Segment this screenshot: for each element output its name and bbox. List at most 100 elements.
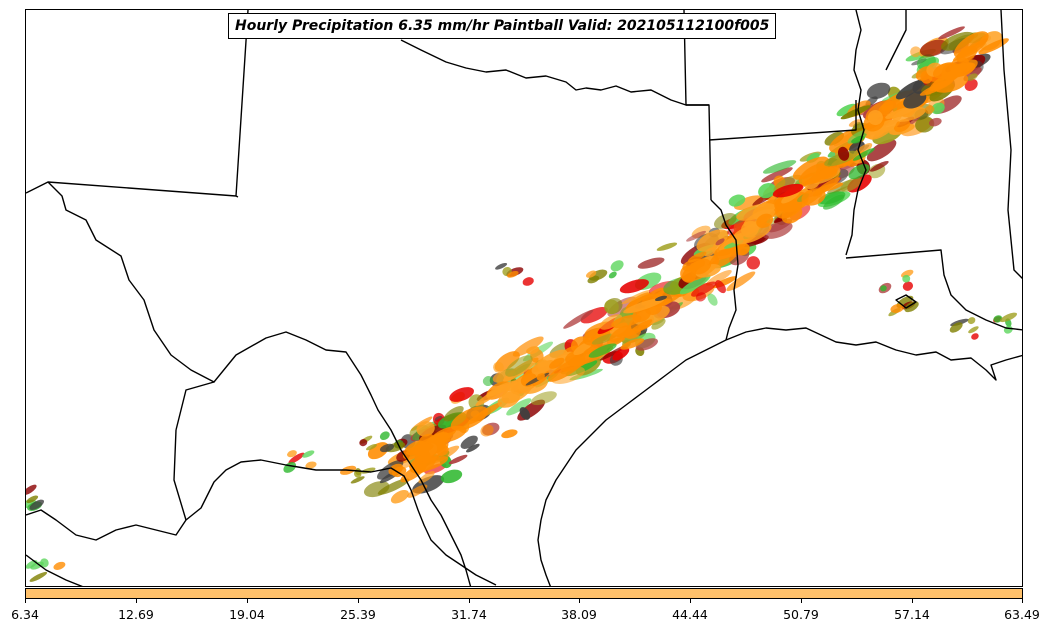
precip-blob [431, 425, 467, 444]
precip-blob [792, 156, 829, 180]
tick-label: 63.49 [1004, 607, 1040, 622]
precip-blob [966, 73, 978, 81]
tick-mark [358, 599, 359, 603]
tick-label: 38.09 [561, 607, 597, 622]
precip-blob [772, 183, 804, 198]
precip-blob [679, 274, 711, 295]
precip-blob [761, 167, 793, 183]
precip-blob [416, 421, 435, 437]
precip-blob [868, 119, 897, 140]
precip-blob [599, 314, 623, 330]
precip-blob [519, 407, 531, 420]
louisiana-coast [725, 327, 1022, 381]
precip-blob [715, 280, 726, 294]
precip-blob [531, 349, 568, 375]
precip-blob [359, 439, 368, 447]
precip-blob [363, 481, 390, 498]
precip-blob [467, 402, 503, 425]
precip-blob [924, 105, 935, 114]
precip-blob [696, 229, 729, 252]
tick-label: 12.69 [118, 607, 154, 622]
precip-blob [526, 346, 540, 355]
precip-blob [29, 571, 48, 582]
precip-blob [635, 338, 658, 351]
precip-blob [505, 355, 533, 377]
precip-blob [867, 110, 883, 126]
precip-blob [493, 361, 504, 373]
precip-blob [40, 558, 49, 568]
precip-blob [573, 342, 592, 356]
precip-blob [53, 561, 66, 570]
precip-blob [390, 490, 409, 504]
precip-blob [26, 495, 39, 504]
precip-blob [450, 406, 489, 431]
precip-blob [604, 299, 619, 315]
precip-blob [656, 242, 678, 251]
precip-blob [852, 148, 875, 161]
colorbar-ticks: 6.34 12.69 19.04 25.39 31.74 38.09 44.44… [0, 599, 1053, 629]
precip-blob [466, 443, 480, 453]
precip-blob [715, 238, 725, 246]
tick-label: 19.04 [229, 607, 265, 622]
precip-blob [687, 251, 707, 263]
precip-blob [405, 443, 434, 456]
precip-blob [448, 454, 468, 465]
precip-blob [624, 319, 653, 338]
precip-blob [29, 499, 45, 510]
precip-blob [288, 452, 305, 464]
tick-label: 31.74 [451, 607, 487, 622]
precip-blob [619, 279, 649, 294]
precip-blob [703, 246, 717, 257]
precip-blob [1003, 325, 1013, 334]
texas-coast [537, 339, 727, 586]
precip-blob [26, 560, 38, 569]
precip-blob [967, 317, 976, 325]
precip-blob [620, 338, 645, 350]
precip-blob [507, 271, 519, 278]
mississippi-river [845, 10, 867, 256]
precip-blob [691, 281, 717, 297]
precip-blob [931, 102, 945, 115]
precip-blob [686, 230, 707, 242]
precip-blob [482, 375, 494, 387]
precip-blob [460, 435, 478, 449]
precip-blob [869, 161, 889, 172]
precip-blob [902, 274, 911, 283]
precip-blob [350, 476, 365, 484]
precip-blob [418, 471, 435, 484]
precip-blob [651, 318, 666, 330]
precip-blob [475, 386, 504, 407]
tick-mark [469, 599, 470, 603]
precip-blob [964, 78, 978, 91]
precip-blob [522, 277, 534, 286]
precip-blob [547, 356, 586, 382]
precip-blob [728, 194, 746, 207]
precip-blob [938, 26, 965, 40]
precip-blob [287, 450, 297, 458]
precip-blob [424, 463, 447, 475]
precip-blob [904, 301, 919, 313]
precip-blob [443, 406, 464, 422]
precip-blob [449, 387, 475, 402]
precip-blob [366, 444, 377, 451]
precip-blob [999, 312, 1018, 323]
precip-blob [734, 195, 764, 210]
precip-blob [892, 106, 926, 122]
precip-blob [530, 391, 557, 406]
precip-blob [836, 103, 857, 117]
precip-blob [495, 262, 508, 270]
tick-label: 44.44 [672, 607, 708, 622]
tick-label: 57.14 [894, 607, 930, 622]
precip-blob [726, 271, 756, 292]
tick-mark [579, 599, 580, 603]
precip-blob [801, 188, 826, 206]
precip-blob [654, 295, 667, 302]
la-ms-border [845, 249, 1022, 331]
precip-blob [968, 326, 979, 334]
precip-blob [588, 343, 617, 358]
map-panel [25, 9, 1023, 587]
precip-blob [818, 191, 846, 205]
precip-blob [952, 38, 988, 61]
colorbar [25, 588, 1023, 599]
precip-blob [866, 139, 897, 162]
